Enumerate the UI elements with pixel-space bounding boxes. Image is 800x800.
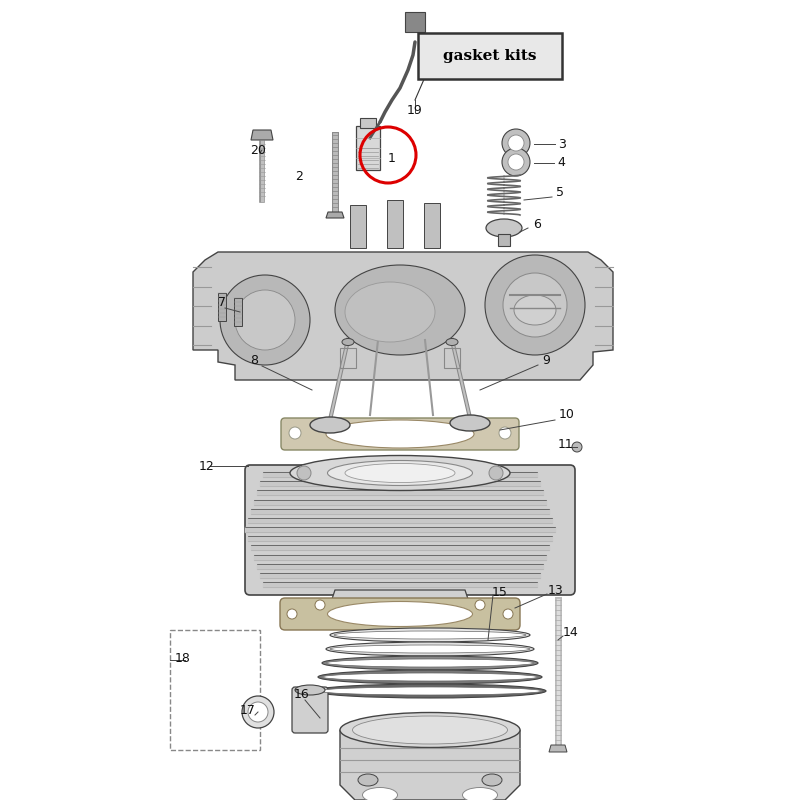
Ellipse shape bbox=[358, 774, 378, 786]
Circle shape bbox=[242, 696, 274, 728]
FancyBboxPatch shape bbox=[280, 598, 520, 630]
FancyBboxPatch shape bbox=[418, 33, 562, 79]
Circle shape bbox=[235, 290, 295, 350]
Ellipse shape bbox=[342, 338, 354, 346]
Text: 15: 15 bbox=[492, 586, 508, 598]
Text: gasket kits: gasket kits bbox=[443, 49, 537, 63]
Bar bbox=[340, 348, 356, 368]
Circle shape bbox=[489, 466, 503, 480]
Text: 14: 14 bbox=[563, 626, 579, 639]
Ellipse shape bbox=[450, 415, 490, 431]
Bar bbox=[356, 126, 380, 170]
Circle shape bbox=[315, 600, 325, 610]
Ellipse shape bbox=[318, 687, 542, 695]
Circle shape bbox=[572, 442, 582, 452]
Ellipse shape bbox=[345, 463, 455, 482]
Ellipse shape bbox=[486, 219, 522, 237]
FancyBboxPatch shape bbox=[292, 687, 328, 733]
Circle shape bbox=[287, 609, 297, 619]
Ellipse shape bbox=[334, 631, 526, 639]
Text: 3: 3 bbox=[558, 138, 566, 150]
Text: 1: 1 bbox=[388, 151, 396, 165]
Polygon shape bbox=[326, 212, 344, 218]
Ellipse shape bbox=[310, 417, 350, 433]
Circle shape bbox=[502, 148, 530, 176]
Text: 10: 10 bbox=[559, 409, 575, 422]
Bar bbox=[498, 234, 510, 246]
Circle shape bbox=[289, 427, 301, 439]
Ellipse shape bbox=[295, 685, 325, 695]
Text: 11: 11 bbox=[558, 438, 574, 451]
Bar bbox=[405, 12, 425, 32]
Text: 19: 19 bbox=[407, 103, 423, 117]
Bar bbox=[387, 200, 403, 248]
Circle shape bbox=[508, 154, 524, 170]
Text: 8: 8 bbox=[250, 354, 258, 366]
Bar bbox=[424, 203, 440, 248]
Circle shape bbox=[503, 609, 513, 619]
Bar bbox=[360, 118, 376, 128]
Circle shape bbox=[248, 702, 268, 722]
Polygon shape bbox=[251, 130, 273, 140]
Text: 16: 16 bbox=[294, 687, 310, 701]
FancyBboxPatch shape bbox=[245, 465, 575, 595]
Ellipse shape bbox=[353, 716, 507, 744]
Ellipse shape bbox=[326, 659, 534, 667]
Ellipse shape bbox=[335, 265, 465, 355]
Ellipse shape bbox=[330, 645, 530, 653]
Ellipse shape bbox=[290, 455, 510, 490]
Ellipse shape bbox=[314, 684, 546, 698]
Polygon shape bbox=[193, 252, 613, 380]
Ellipse shape bbox=[322, 656, 538, 670]
Bar bbox=[234, 298, 242, 326]
Ellipse shape bbox=[482, 774, 502, 786]
Ellipse shape bbox=[327, 461, 473, 486]
Text: 12: 12 bbox=[199, 459, 215, 473]
Text: 7: 7 bbox=[218, 297, 226, 310]
Ellipse shape bbox=[514, 295, 556, 325]
Circle shape bbox=[503, 273, 567, 337]
Text: 6: 6 bbox=[533, 218, 541, 231]
Ellipse shape bbox=[330, 628, 530, 642]
Bar bbox=[218, 293, 226, 321]
Text: 18: 18 bbox=[175, 651, 191, 665]
Bar bbox=[444, 348, 460, 368]
Ellipse shape bbox=[322, 673, 538, 681]
Ellipse shape bbox=[318, 670, 542, 684]
FancyBboxPatch shape bbox=[281, 418, 519, 450]
Text: 20: 20 bbox=[250, 143, 266, 157]
Circle shape bbox=[502, 129, 530, 157]
Text: 13: 13 bbox=[548, 583, 564, 597]
Polygon shape bbox=[340, 730, 520, 800]
Text: 17: 17 bbox=[240, 703, 256, 717]
Text: 9: 9 bbox=[542, 354, 550, 366]
Ellipse shape bbox=[326, 420, 474, 448]
Ellipse shape bbox=[362, 787, 398, 800]
Text: 4: 4 bbox=[557, 157, 565, 170]
Polygon shape bbox=[330, 590, 470, 625]
Bar bbox=[350, 205, 366, 248]
Polygon shape bbox=[549, 745, 567, 752]
Circle shape bbox=[220, 275, 310, 365]
Ellipse shape bbox=[326, 642, 534, 656]
Ellipse shape bbox=[345, 282, 435, 342]
Circle shape bbox=[499, 427, 511, 439]
Circle shape bbox=[485, 255, 585, 355]
Text: 2: 2 bbox=[295, 170, 303, 183]
Circle shape bbox=[297, 466, 311, 480]
Circle shape bbox=[508, 135, 524, 151]
Text: 5: 5 bbox=[556, 186, 564, 199]
Ellipse shape bbox=[327, 602, 473, 626]
Ellipse shape bbox=[462, 787, 498, 800]
Circle shape bbox=[475, 600, 485, 610]
Ellipse shape bbox=[446, 338, 458, 346]
Ellipse shape bbox=[340, 713, 520, 747]
